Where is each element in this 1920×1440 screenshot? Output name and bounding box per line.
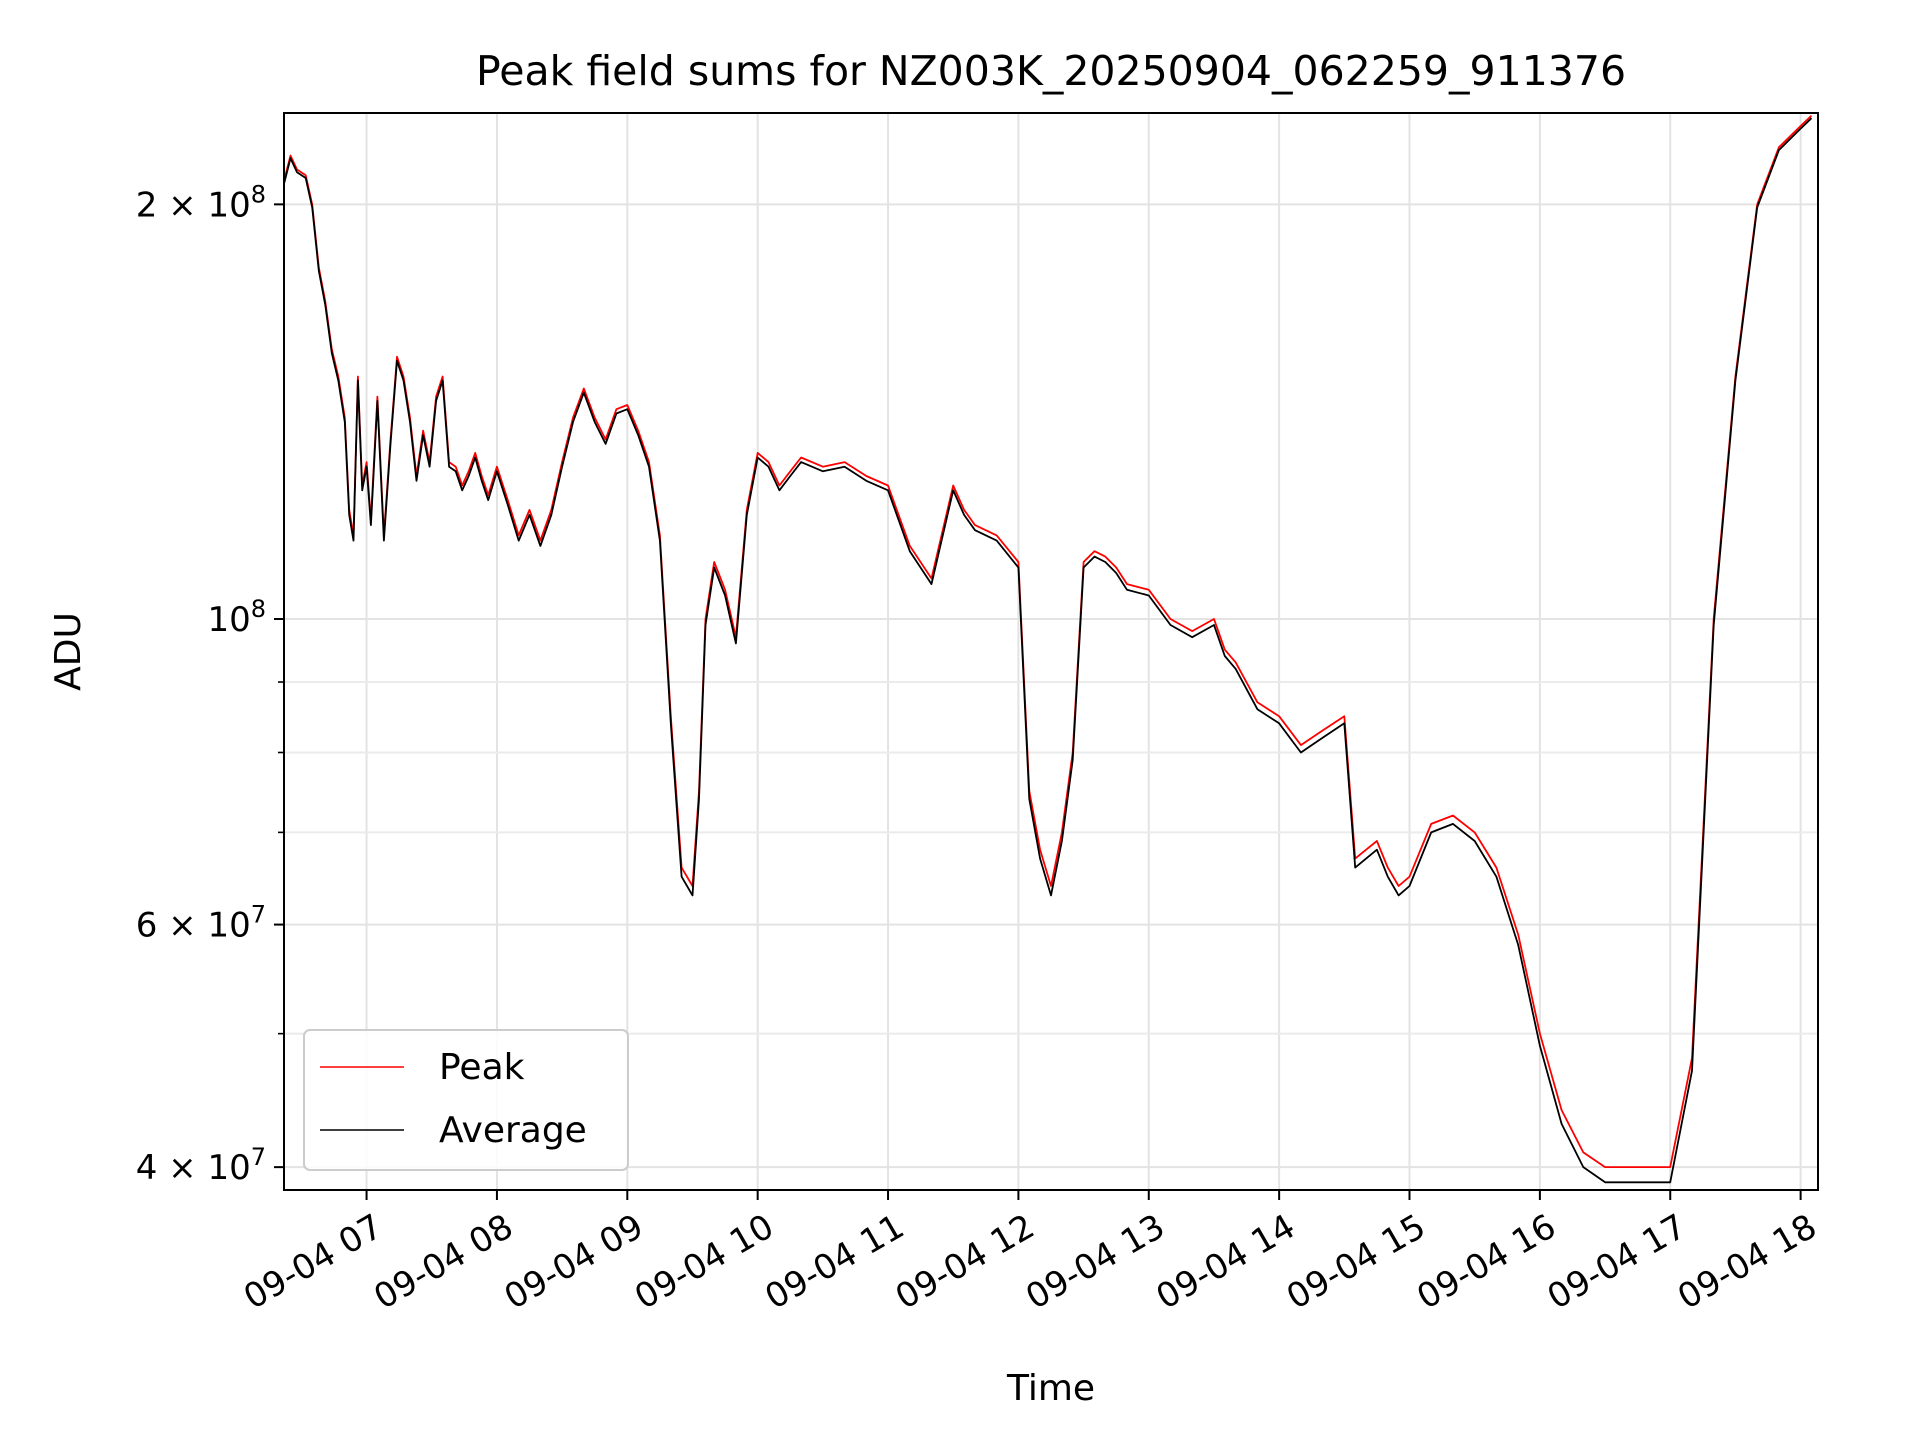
- plot-frame: [283, 112, 1819, 1191]
- grid: [284, 113, 1818, 1190]
- legend-box: [303, 1029, 629, 1171]
- y-tick-label: 6 × 107: [136, 901, 266, 946]
- y-tick-label: 108: [207, 595, 266, 640]
- series-line-peak: [283, 114, 1813, 1168]
- series-line-average: [283, 117, 1813, 1184]
- legend: Peak Average: [303, 1029, 629, 1171]
- chart-title: Peak field sums for NZ003K_20250904_0622…: [476, 47, 1626, 95]
- x-axis-label: Time: [1006, 1368, 1095, 1409]
- y-tick-label: 2 × 108: [136, 180, 266, 225]
- y-axis-label: ADU: [48, 612, 89, 691]
- legend-label-peak: Peak: [439, 1047, 525, 1088]
- series-lines: [283, 114, 1813, 1184]
- y-tick-label: 4 × 107: [136, 1143, 266, 1188]
- legend-label-average: Average: [439, 1110, 587, 1151]
